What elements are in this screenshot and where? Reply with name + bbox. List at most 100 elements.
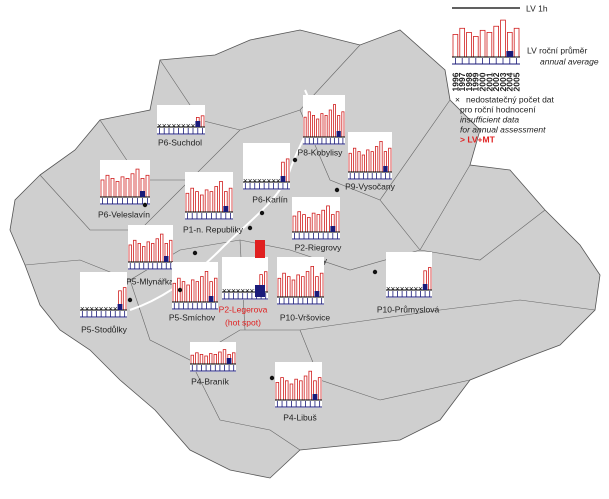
legend-year: 2003 xyxy=(498,72,508,91)
missing-mark: × xyxy=(386,283,391,293)
station-dot xyxy=(334,187,340,193)
missing-mark: × xyxy=(245,285,250,295)
missing-mark: × xyxy=(248,175,253,185)
missing-mark: × xyxy=(257,175,262,185)
legend-insufficient-en-1: insufficient data xyxy=(460,114,519,124)
legend-lv-annual-cz: LV roční průměr xyxy=(527,45,587,55)
legend-year: 2004 xyxy=(505,72,515,91)
missing-mark: × xyxy=(222,285,227,295)
mini-bar xyxy=(307,111,311,138)
mini-bar xyxy=(379,140,383,173)
mini-bar xyxy=(292,215,297,233)
legend-year: 1996 xyxy=(450,72,460,91)
station-label-2: (hot spot) xyxy=(225,317,261,327)
mini-annual xyxy=(195,121,201,127)
missing-mark: × xyxy=(413,283,418,293)
district-borders xyxy=(24,44,596,451)
legend-lv-1h: LV 1h xyxy=(526,3,548,13)
mini-bar xyxy=(285,158,290,183)
mini-bar xyxy=(321,209,325,233)
mini-bar xyxy=(348,152,352,173)
missing-mark: × xyxy=(390,283,395,293)
station-label: P2-Riegrovy xyxy=(295,242,343,252)
mini-bar xyxy=(319,272,324,298)
mini-bar xyxy=(306,217,311,233)
legend-year: 1999 xyxy=(471,72,481,91)
station-label: P1-n. Republiky xyxy=(183,224,244,234)
mini-annual xyxy=(223,206,229,212)
mini-bar xyxy=(185,192,190,213)
mini-bar xyxy=(374,146,379,173)
missing-mark: × xyxy=(249,285,254,295)
mini-annual xyxy=(280,176,286,182)
mini-bar xyxy=(200,276,204,303)
mini-bar xyxy=(291,279,296,298)
mini-annual xyxy=(506,51,514,57)
station-dot xyxy=(177,287,183,293)
mini-bar xyxy=(500,19,506,58)
mini-annual xyxy=(117,304,123,310)
station-label: P5-Stodůlky xyxy=(81,324,128,334)
missing-mark: × xyxy=(99,303,104,313)
mini-bar xyxy=(209,191,214,213)
missing-mark: × xyxy=(400,283,405,293)
mini-bar xyxy=(332,104,336,138)
station: P6-Veleslavín xyxy=(98,160,150,219)
mini-bar xyxy=(286,276,291,298)
station: × × × × × × × ×P6-Karlín xyxy=(243,143,290,216)
mini-bar xyxy=(452,34,459,58)
hot-spot-annual xyxy=(255,285,265,297)
mini-bar xyxy=(142,246,146,263)
mini-bar xyxy=(486,32,493,58)
station: P1-n. Republiky xyxy=(183,172,253,234)
legend-year: 1998 xyxy=(464,72,474,91)
missing-mark: × xyxy=(226,285,231,295)
mini-bar xyxy=(289,383,294,401)
missing-mark: × xyxy=(262,175,267,185)
mini-bar xyxy=(181,281,186,303)
mini-bar xyxy=(324,115,328,138)
missing-mark: × xyxy=(80,303,85,313)
mini-bar xyxy=(479,29,486,58)
mini-bar xyxy=(190,187,195,213)
city-area xyxy=(9,29,601,479)
mini-bar xyxy=(472,36,479,58)
mini-bar xyxy=(341,111,345,138)
missing-mark: × xyxy=(240,285,245,295)
mini-bar xyxy=(388,147,392,173)
missing-mark: × xyxy=(236,285,241,295)
missing-mark: × xyxy=(231,285,236,295)
mini-bar xyxy=(110,177,115,198)
mini-bar xyxy=(282,272,286,298)
station-label: P9-Vysočany xyxy=(345,181,396,191)
station-label: P6-Karlín xyxy=(252,194,288,204)
mini-bar xyxy=(204,355,208,365)
missing-mark: × xyxy=(85,303,90,313)
mini-bar xyxy=(145,174,150,198)
station: P4-Braník xyxy=(190,342,236,386)
mini-bar xyxy=(280,377,284,401)
station-label: P8-Kobylisy xyxy=(298,147,344,157)
station: P4-Libuš xyxy=(269,362,322,422)
mini-bar xyxy=(130,173,135,198)
mini-bar xyxy=(275,381,280,401)
missing-mark: × xyxy=(276,175,281,185)
mini-bar xyxy=(310,265,314,298)
station-label: P5-Mlynářka xyxy=(126,276,174,286)
mini-bar xyxy=(204,270,209,303)
legend-year: 2000 xyxy=(477,72,487,91)
missing-mark: × xyxy=(108,303,113,313)
mini-bar xyxy=(115,181,120,198)
mini-bar xyxy=(427,267,432,291)
mini-bar xyxy=(301,276,305,298)
station: P2-Riegrovysady xyxy=(292,197,342,265)
mini-bar xyxy=(155,238,159,263)
mini-bar xyxy=(100,179,105,198)
station: × × × × × × × ×P6-Suchdol xyxy=(157,105,205,147)
mini-bar xyxy=(493,25,499,58)
station-label: P4-Braník xyxy=(191,376,230,386)
missing-mark: × xyxy=(409,283,414,293)
station-dot xyxy=(269,375,275,381)
station-label: P5-Smíchov xyxy=(169,312,216,322)
mini-bar xyxy=(122,287,127,311)
